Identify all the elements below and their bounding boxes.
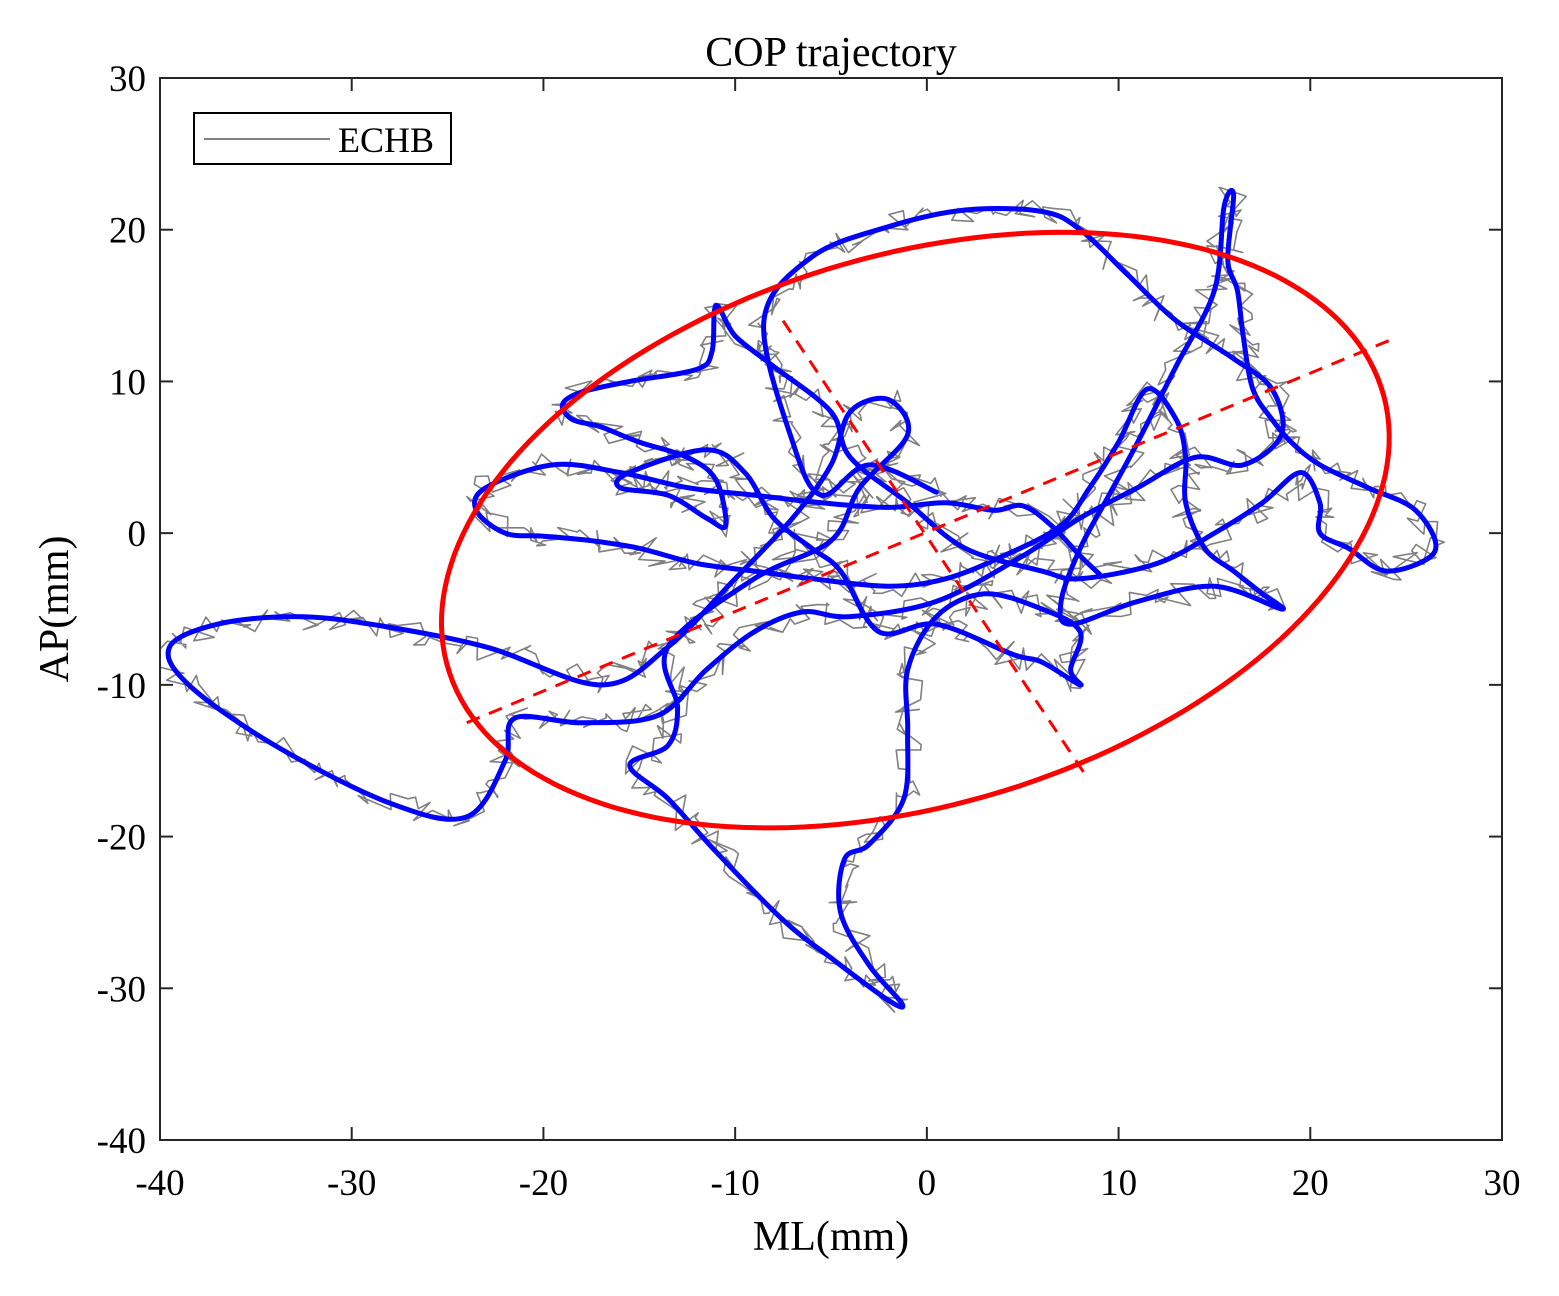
x-tick-label: -30	[327, 1163, 376, 1204]
x-tick-label: 20	[1292, 1163, 1329, 1204]
y-axis-ticks: -40 -30 -20 -10 0 10 20 30	[97, 59, 1502, 1162]
y-tick-label: 20	[109, 211, 146, 252]
y-tick-label: -10	[97, 666, 146, 707]
x-tick-label: -10	[710, 1163, 759, 1204]
legend: ECHB	[193, 112, 452, 165]
y-axis-title: AP(mm)	[32, 536, 78, 683]
confidence-ellipse	[438, 229, 1392, 831]
confidence-ellipse-layer	[438, 229, 1398, 831]
y-tick-label: -20	[97, 818, 146, 859]
x-tick-label: 10	[1100, 1163, 1137, 1204]
legend-label-echb: ECHB	[338, 120, 434, 160]
y-tick-label: 10	[109, 362, 146, 403]
raw-trajectory-layer	[160, 186, 1445, 1013]
x-tick-label: 0	[918, 1163, 937, 1204]
y-tick-label: -40	[97, 1121, 146, 1162]
chart-title: COP trajectory	[705, 30, 957, 76]
ellipse-minor-axis	[781, 319, 1086, 774]
x-tick-label: 30	[1484, 1163, 1521, 1204]
x-axis-ticks: -40 -30 -20 -10 0 10 20 30	[135, 78, 1521, 1204]
plot-area	[159, 77, 1503, 1141]
y-tick-label: -30	[97, 969, 146, 1010]
smoothed-cop-line	[165, 188, 1439, 1010]
x-tick-label: -20	[519, 1163, 568, 1204]
plot-background	[160, 78, 1502, 1140]
series-echb-line	[160, 186, 1445, 1013]
plot-frame	[159, 77, 1503, 1141]
y-tick-label: 30	[109, 59, 146, 100]
smoothed-trajectory-layer	[165, 188, 1439, 1010]
y-tick-label: 0	[128, 514, 147, 555]
x-tick-label: -40	[135, 1163, 184, 1204]
x-axis-title: ML(mm)	[753, 1214, 909, 1260]
